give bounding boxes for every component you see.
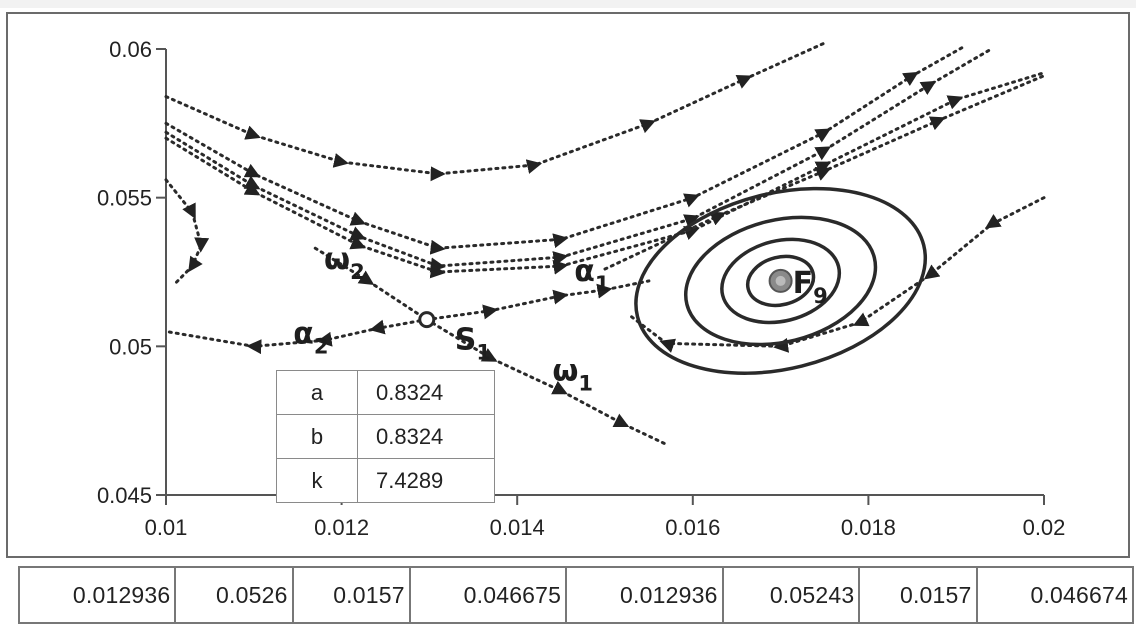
spiral-ring — [683, 215, 878, 347]
table-cell: 0.046675 — [408, 566, 568, 624]
spiral-ring — [634, 186, 928, 375]
separatrix-label-subscript: 2 — [314, 334, 329, 358]
table-row: k 7.4289 — [276, 458, 495, 503]
spiral-ring — [720, 237, 842, 325]
parameter-table: a 0.8324 b 0.8324 k 7.4289 — [276, 370, 495, 503]
x-tick-label: 0.016 — [665, 515, 720, 540]
param-value: 0.8324 — [357, 370, 495, 415]
saddle-label: S1 — [455, 323, 491, 365]
focus-center — [775, 275, 786, 286]
table-cell: 0.0157 — [291, 566, 411, 624]
table-row: 0.012936 0.0526 0.0157 0.046675 0.012936… — [17, 566, 1135, 624]
param-value: 0.8324 — [357, 414, 495, 459]
separatrix-label: α1 — [574, 254, 609, 296]
chart-frame: 0.01 0.012 0.014 0.016 0.018 0.02 0.06 0.055 0.0… — [6, 12, 1130, 558]
table-row: b 0.8324 — [276, 414, 495, 459]
table-cell: 0.05243 — [721, 566, 861, 624]
y-tick-label: 0.05 — [109, 334, 152, 359]
trajectory-omega1 — [425, 318, 668, 446]
table-cell: 0.046674 — [975, 566, 1135, 624]
param-name: a — [276, 370, 358, 415]
separatrix-label: ω2 — [324, 242, 365, 284]
spiral-ring — [745, 254, 816, 308]
focus-label-subscript: 9 — [813, 284, 828, 308]
table-cell: 0.0526 — [174, 566, 294, 624]
trajectory-alpha1 — [425, 279, 651, 322]
separatrix-label-subscript: 2 — [350, 260, 365, 284]
y-tick-label: 0.055 — [97, 186, 152, 211]
trajectory-valley-1 — [164, 44, 967, 255]
x-tick-label: 0.018 — [841, 515, 896, 540]
trajectory-valley-3 — [164, 71, 1046, 279]
param-name: k — [276, 458, 358, 503]
trajectory-right-descent — [629, 196, 1046, 353]
cropped-top-text — [0, 0, 1136, 8]
y-tick-label: 0.045 — [97, 483, 152, 508]
param-name: b — [276, 414, 358, 459]
axes: 0.01 0.012 0.014 0.016 0.018 0.02 0.06 0.055 0.0… — [97, 37, 1065, 540]
coordinates-table: 0.012936 0.0526 0.0157 0.046675 0.012936… — [17, 566, 1135, 624]
table-cell: 0.012936 — [565, 566, 724, 624]
x-tick-label: 0.02 — [1023, 515, 1066, 540]
trajectory-alpha2 — [164, 318, 429, 355]
trajectory-left-loop — [164, 178, 210, 286]
x-tick-label: 0.014 — [490, 515, 545, 540]
separatrix-label-subscript: 1 — [595, 272, 610, 296]
x-tick-label: 0.01 — [145, 515, 188, 540]
table-cell: 0.0157 — [858, 566, 978, 624]
separatrix-label-subscript: 1 — [578, 372, 593, 396]
trajectory-top-arc — [164, 41, 826, 182]
separatrix-label: α2 — [293, 316, 328, 358]
saddle-label-subscript: 1 — [476, 341, 491, 365]
separatrix-label: ω1 — [552, 354, 593, 396]
focus-label: F9 — [793, 266, 828, 308]
spiral — [634, 186, 928, 375]
param-value: 7.4289 — [357, 458, 495, 503]
saddle-point — [418, 311, 436, 329]
phase-portrait-plot: 0.01 0.012 0.014 0.016 0.018 0.02 0.06 0.055 0.0… — [97, 37, 1065, 540]
table-row: a 0.8324 — [276, 370, 495, 415]
x-tick-label: 0.012 — [314, 515, 369, 540]
table-cell: 0.012936 — [17, 566, 177, 624]
y-tick-label: 0.06 — [109, 37, 152, 62]
